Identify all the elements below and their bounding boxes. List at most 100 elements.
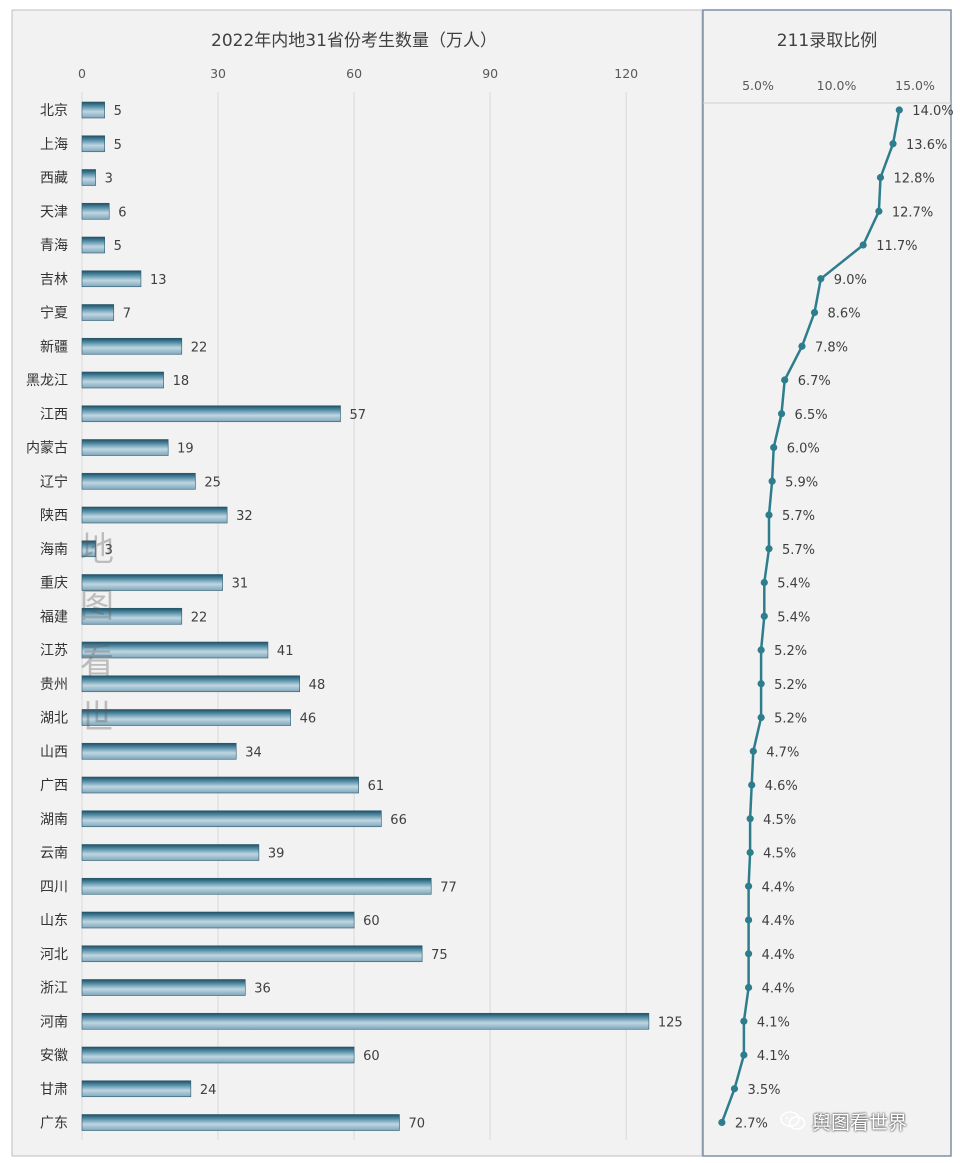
bar-value-label: 22 — [191, 610, 208, 625]
bar-value-label: 57 — [349, 408, 366, 423]
watermark-char: 看 — [80, 642, 114, 682]
category-label: 北京 — [40, 103, 68, 119]
rate-value-label: 4.4% — [762, 948, 795, 963]
rate-value-label: 4.1% — [757, 1015, 790, 1030]
rate-point — [749, 747, 757, 755]
rate-value-label: 14.0% — [912, 104, 953, 119]
category-label: 辽宁 — [40, 473, 68, 490]
rate-value-label: 4.1% — [757, 1049, 790, 1064]
rate-point — [757, 680, 765, 688]
bar — [81, 675, 300, 693]
rate-point — [740, 1017, 748, 1025]
line-axis-ticks: 5.0% 10.0% 15.0% — [742, 78, 935, 93]
bar — [81, 135, 105, 153]
bar-tick-label: 0 — [78, 66, 86, 81]
rate-point — [798, 342, 806, 350]
category-label: 江西 — [40, 407, 68, 423]
category-label: 江苏 — [40, 643, 68, 659]
rate-value-label: 8.6% — [828, 307, 861, 322]
bar — [81, 1046, 355, 1064]
rate-value-label: 5.2% — [774, 712, 807, 727]
right-panel — [702, 9, 952, 1157]
category-label: 浙江 — [40, 981, 68, 997]
line-tick-label: 15.0% — [895, 78, 935, 93]
rate-value-label: 5.9% — [785, 475, 818, 490]
rate-value-label: 5.2% — [774, 644, 807, 659]
rate-value-label: 4.6% — [765, 779, 798, 794]
category-label: 甘肃 — [40, 1082, 68, 1098]
rate-points — [718, 106, 903, 1127]
rate-value-label: 5.4% — [777, 610, 810, 625]
watermark: 地 图 看 世 — [80, 522, 120, 746]
bar-value-label: 60 — [363, 1049, 380, 1064]
rate-value-label: 6.0% — [787, 442, 820, 457]
bar — [81, 101, 105, 119]
category-label: 重庆 — [40, 576, 68, 592]
bar — [81, 1012, 650, 1030]
rate-value-label: 4.5% — [763, 847, 796, 862]
bar-value-label: 75 — [431, 948, 448, 963]
line-tick-label: 5.0% — [742, 78, 774, 93]
rate-point — [760, 612, 768, 620]
category-label: 湖南 — [40, 812, 68, 828]
rate-value-label: 4.4% — [762, 914, 795, 929]
bar-value-label: 60 — [363, 914, 380, 929]
rate-value-label: 4.4% — [762, 982, 795, 997]
rate-value-label: 7.8% — [815, 340, 848, 355]
bar — [81, 979, 246, 996]
bar-chart-title: 2022年内地31省份考生数量（万人） — [211, 31, 497, 51]
bar-value-label: 25 — [204, 475, 221, 490]
bar — [81, 472, 196, 490]
line-chart-title: 211录取比例 — [777, 31, 877, 51]
bar — [81, 371, 164, 389]
bar-tick-label: 60 — [346, 66, 362, 81]
bar-value-label: 48 — [309, 678, 326, 693]
watermark-char: 图 — [80, 586, 114, 626]
bar-value-label: 22 — [191, 340, 208, 355]
bar-series — [81, 101, 650, 1131]
rate-value-label: 2.7% — [735, 1117, 768, 1132]
rate-point — [744, 916, 753, 924]
bar — [81, 945, 423, 963]
category-label: 宁夏 — [40, 305, 68, 322]
category-label: 内蒙古 — [26, 441, 68, 457]
bar-value-label: 46 — [300, 712, 317, 727]
category-label: 福建 — [40, 609, 68, 625]
rate-point — [744, 882, 753, 890]
bar — [81, 169, 96, 186]
line-tick-label: 10.0% — [817, 78, 857, 93]
bar-data-labels: 5536513722185719253233122414846346166397… — [105, 104, 683, 1132]
category-label: 吉林 — [40, 272, 68, 288]
bar — [81, 337, 183, 355]
category-label: 新疆 — [40, 339, 68, 355]
brand-badge: 舆图看世界 — [780, 1106, 907, 1136]
bar-value-label: 5 — [114, 239, 122, 254]
rate-point — [748, 781, 756, 789]
bar — [81, 540, 96, 558]
category-label: 天津 — [40, 204, 68, 220]
rate-value-label: 3.5% — [747, 1083, 780, 1098]
bar — [81, 439, 169, 456]
rate-value-label: 5.4% — [777, 577, 810, 592]
rate-value-label: 13.6% — [906, 138, 947, 153]
bar-axis-ticks: 0 30 60 90 120 — [78, 66, 638, 81]
rate-point — [895, 106, 903, 114]
bar — [81, 877, 432, 895]
bar-value-label: 7 — [123, 307, 131, 322]
rate-value-label: 11.7% — [876, 239, 917, 254]
bar — [81, 270, 142, 288]
bar-value-label: 61 — [368, 779, 385, 794]
rate-point — [765, 511, 773, 519]
rate-value-label: 5.7% — [782, 509, 815, 524]
bar-tick-label: 90 — [482, 66, 498, 81]
category-label: 山西 — [40, 744, 68, 760]
rate-point — [859, 241, 867, 249]
rate-point — [817, 275, 825, 283]
bar — [81, 776, 359, 794]
rate-point — [744, 950, 753, 958]
bar-value-label: 125 — [658, 1015, 683, 1030]
rate-value-label: 4.4% — [762, 880, 795, 895]
rate-point — [768, 477, 776, 485]
bar — [81, 236, 105, 254]
rate-value-label: 6.5% — [795, 408, 828, 423]
